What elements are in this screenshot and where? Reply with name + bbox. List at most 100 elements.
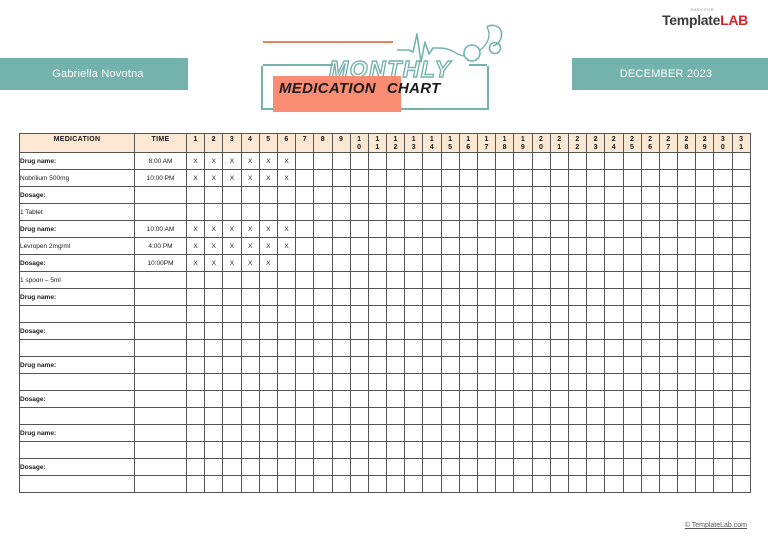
dose-cell-day-8[interactable] (313, 254, 333, 272)
dose-cell-day-7[interactable] (295, 152, 315, 170)
dose-cell-day-16[interactable] (458, 356, 479, 374)
medication-time-cell[interactable] (134, 390, 187, 408)
dose-cell-day-9[interactable] (331, 305, 351, 323)
medication-label-cell[interactable]: Dosage: (19, 458, 135, 476)
dose-cell-day-9[interactable] (331, 254, 351, 272)
medication-time-cell[interactable] (134, 407, 187, 425)
dose-cell-day-1[interactable] (185, 475, 206, 493)
dose-cell-day-18[interactable] (495, 441, 515, 459)
dose-cell-day-4[interactable] (240, 407, 260, 425)
dose-cell-day-1[interactable] (185, 288, 206, 306)
dose-cell-day-4[interactable] (240, 203, 260, 221)
dose-cell-day-10[interactable] (349, 237, 369, 255)
dose-cell-day-11[interactable] (367, 271, 388, 289)
dose-cell-day-5[interactable] (258, 339, 278, 357)
dose-cell-day-18[interactable] (495, 475, 515, 493)
dose-cell-day-5[interactable] (258, 288, 278, 306)
dose-cell-day-7[interactable] (295, 441, 315, 459)
dose-cell-day-16[interactable] (458, 407, 479, 425)
dose-cell-day-5[interactable] (258, 390, 278, 408)
dose-cell-day-31[interactable] (731, 475, 751, 493)
dose-cell-day-26[interactable] (640, 288, 660, 306)
dose-cell-day-26[interactable] (640, 339, 660, 357)
dose-cell-day-8[interactable] (313, 424, 333, 442)
dose-cell-day-12[interactable] (386, 203, 406, 221)
dose-cell-day-2[interactable] (204, 458, 224, 476)
medication-time-cell[interactable] (134, 186, 187, 204)
dose-cell-day-27[interactable] (658, 441, 679, 459)
dose-cell-day-13[interactable] (404, 441, 424, 459)
dose-cell-day-26[interactable] (640, 305, 660, 323)
dose-cell-day-1[interactable] (185, 271, 206, 289)
dose-cell-day-29[interactable] (695, 271, 715, 289)
dose-cell-day-13[interactable] (404, 322, 424, 340)
dose-cell-day-29[interactable] (695, 407, 715, 425)
dose-cell-day-4[interactable] (240, 373, 260, 391)
dose-cell-day-13[interactable] (404, 169, 424, 187)
dose-cell-day-7[interactable] (295, 373, 315, 391)
dose-cell-day-4[interactable] (240, 356, 260, 374)
dose-cell-day-14[interactable] (422, 373, 442, 391)
dose-cell-day-21[interactable] (549, 322, 569, 340)
dose-cell-day-2[interactable] (204, 390, 224, 408)
dose-cell-day-10[interactable] (349, 339, 369, 357)
medication-time-cell[interactable] (134, 288, 187, 306)
dose-cell-day-31[interactable] (731, 322, 751, 340)
medication-label-cell[interactable]: Drug name: (19, 152, 135, 170)
dose-cell-day-19[interactable] (513, 407, 533, 425)
dose-cell-day-25[interactable] (622, 288, 642, 306)
dose-cell-day-25[interactable] (622, 424, 642, 442)
dose-cell-day-26[interactable] (640, 424, 660, 442)
dose-cell-day-10[interactable] (349, 152, 369, 170)
dose-cell-day-3[interactable] (222, 356, 242, 374)
dose-cell-day-16[interactable] (458, 322, 479, 340)
dose-cell-day-31[interactable] (731, 458, 751, 476)
dose-cell-day-6[interactable] (276, 254, 297, 272)
dose-cell-day-25[interactable] (622, 186, 642, 204)
dose-cell-day-26[interactable] (640, 390, 660, 408)
dose-cell-day-20[interactable] (531, 305, 551, 323)
dose-cell-day-26[interactable] (640, 475, 660, 493)
dose-cell-day-4[interactable] (240, 458, 260, 476)
dose-cell-day-23[interactable] (586, 458, 606, 476)
dose-cell-day-19[interactable] (513, 220, 533, 238)
dose-cell-day-27[interactable] (658, 169, 679, 187)
dose-cell-day-27[interactable] (658, 288, 679, 306)
dose-cell-day-30[interactable] (713, 288, 733, 306)
dose-cell-day-15[interactable] (440, 407, 460, 425)
dose-cell-day-31[interactable] (731, 356, 751, 374)
dose-cell-day-21[interactable] (549, 220, 569, 238)
dose-cell-day-13[interactable] (404, 356, 424, 374)
dose-cell-day-9[interactable] (331, 441, 351, 459)
dose-cell-day-10[interactable] (349, 169, 369, 187)
dose-cell-day-31[interactable] (731, 305, 751, 323)
dose-cell-day-5[interactable] (258, 373, 278, 391)
dose-cell-day-4[interactable]: X (240, 254, 260, 272)
dose-cell-day-12[interactable] (386, 305, 406, 323)
dose-cell-day-9[interactable] (331, 373, 351, 391)
dose-cell-day-27[interactable] (658, 373, 679, 391)
dose-cell-day-20[interactable] (531, 152, 551, 170)
dose-cell-day-20[interactable] (531, 203, 551, 221)
dose-cell-day-28[interactable] (677, 254, 697, 272)
dose-cell-day-28[interactable] (677, 237, 697, 255)
dose-cell-day-12[interactable] (386, 339, 406, 357)
dose-cell-day-22[interactable] (567, 288, 588, 306)
dose-cell-day-14[interactable] (422, 424, 442, 442)
dose-cell-day-15[interactable] (440, 373, 460, 391)
dose-cell-day-19[interactable] (513, 458, 533, 476)
dose-cell-day-25[interactable] (622, 169, 642, 187)
dose-cell-day-19[interactable] (513, 305, 533, 323)
dose-cell-day-22[interactable] (567, 441, 588, 459)
dose-cell-day-26[interactable] (640, 322, 660, 340)
dose-cell-day-1[interactable] (185, 373, 206, 391)
dose-cell-day-25[interactable] (622, 254, 642, 272)
dose-cell-day-23[interactable] (586, 288, 606, 306)
dose-cell-day-14[interactable] (422, 305, 442, 323)
dose-cell-day-3[interactable] (222, 390, 242, 408)
dose-cell-day-16[interactable] (458, 186, 479, 204)
dose-cell-day-10[interactable] (349, 390, 369, 408)
dose-cell-day-8[interactable] (313, 152, 333, 170)
dose-cell-day-13[interactable] (404, 237, 424, 255)
dose-cell-day-26[interactable] (640, 356, 660, 374)
